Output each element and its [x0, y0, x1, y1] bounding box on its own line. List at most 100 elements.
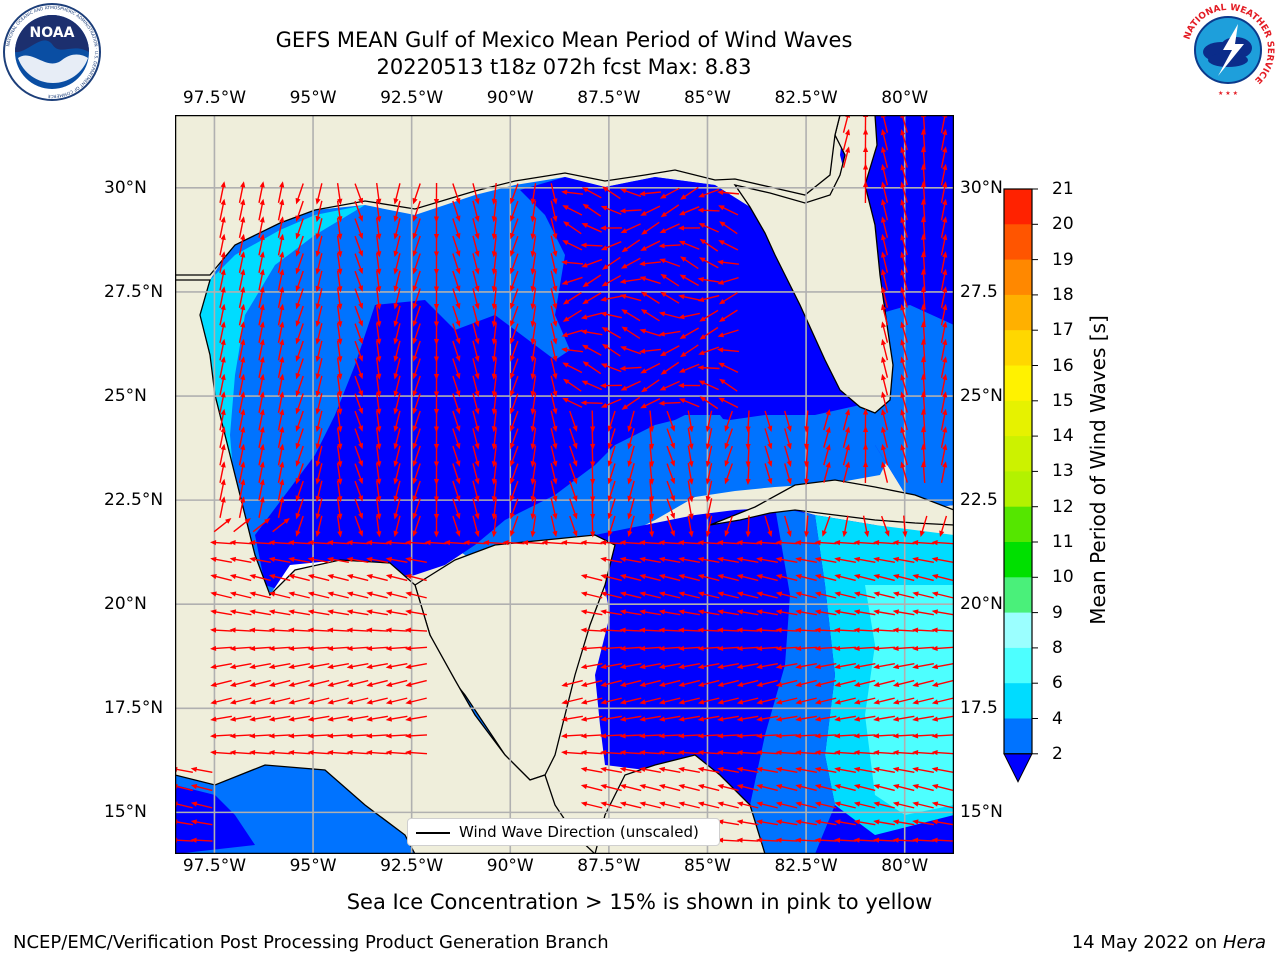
- wind-wave-arrow: [687, 498, 694, 520]
- wind-wave-arrow: [931, 801, 954, 809]
- wind-wave-arrow: [580, 715, 603, 722]
- wind-wave-arrow: [452, 183, 461, 205]
- wind-wave-arrow: [580, 627, 603, 633]
- wind-wave-arrow: [803, 515, 810, 538]
- wind-wave-arrow: [649, 480, 655, 503]
- wind-wave-arrow: [842, 128, 851, 151]
- wind-wave-arrow: [775, 749, 798, 756]
- wind-wave-arrow: [931, 784, 954, 792]
- wind-wave-arrow: [346, 663, 369, 670]
- wind-wave-arrow: [405, 679, 427, 687]
- wind-wave-arrow: [268, 627, 291, 633]
- wind-wave-arrow: [336, 200, 343, 223]
- wind-wave-arrow: [892, 645, 915, 652]
- wind-wave-arrow: [892, 784, 915, 792]
- wind-wave-arrow: [412, 358, 421, 380]
- wind-wave-arrow: [315, 515, 323, 538]
- wind-wave-arrow: [472, 515, 480, 538]
- wind-wave-arrow: [724, 463, 733, 485]
- wind-wave-arrow: [219, 408, 226, 431]
- wind-wave-arrow: [277, 268, 285, 291]
- wind-wave-arrow: [393, 183, 401, 205]
- wind-wave-arrow: [873, 697, 895, 705]
- wind-wave-arrow: [258, 181, 265, 203]
- wind-wave-arrow: [619, 293, 642, 302]
- wind-wave-arrow: [697, 749, 720, 756]
- wind-wave-arrow: [775, 574, 798, 582]
- wind-wave-arrow: [315, 445, 323, 468]
- wind-wave-arrow: [354, 270, 363, 292]
- wind-wave-arrow: [491, 182, 497, 205]
- wind-wave-arrow: [873, 715, 895, 722]
- wind-wave-arrow: [920, 286, 927, 309]
- wind-wave-arrow: [658, 540, 681, 546]
- wind-wave-arrow: [678, 206, 700, 216]
- wind-wave-arrow: [385, 574, 408, 582]
- wind-wave-arrow: [354, 375, 363, 397]
- wind-wave-arrow: [307, 540, 330, 546]
- sea-ice-caption: Sea Ice Concentration > 15% is shown in …: [346, 890, 933, 914]
- noaa-logo-icon: NOAA NATIONAL OCEANIC AND ATMOSPHERIC AD…: [3, 3, 101, 101]
- wind-wave-arrow: [920, 233, 927, 256]
- wind-wave-arrow: [873, 801, 895, 809]
- wind-wave-arrow: [336, 393, 343, 415]
- wind-wave-arrow: [550, 515, 558, 538]
- wind-wave-arrow: [853, 784, 876, 792]
- wind-wave-arrow: [229, 556, 252, 563]
- wind-wave-arrow: [510, 445, 519, 467]
- wind-wave-arrow: [550, 200, 558, 223]
- wind-wave-arrow: [881, 216, 889, 238]
- wind-wave-arrow: [756, 697, 778, 705]
- wind-wave-arrow: [327, 663, 349, 670]
- wind-wave-arrow: [842, 515, 849, 538]
- lat-tick-label-left: 30°N: [104, 177, 147, 198]
- wind-wave-arrow: [718, 240, 739, 251]
- wind-wave-arrow: [931, 733, 954, 739]
- wind-wave-arrow: [354, 305, 363, 327]
- wind-wave-arrow: [619, 697, 642, 705]
- wind-wave-arrow: [346, 627, 369, 633]
- wind-wave-arrow: [834, 819, 856, 826]
- wind-wave-arrow: [491, 445, 497, 468]
- wind-wave-arrow: [619, 663, 642, 670]
- wind-wave-arrow: [834, 574, 856, 582]
- wind-wave-arrow: [590, 515, 596, 538]
- wind-wave-arrow: [563, 221, 582, 235]
- wind-wave-arrow: [834, 697, 856, 705]
- wind-wave-arrow: [491, 427, 497, 450]
- wind-wave-arrow: [550, 358, 558, 380]
- wind-wave-arrow: [412, 340, 421, 362]
- wind-wave-arrow: [736, 591, 759, 599]
- wind-wave-arrow: [530, 428, 537, 450]
- wind-wave-arrow: [550, 428, 558, 450]
- wind-wave-arrow: [491, 200, 497, 223]
- wind-wave-arrow: [853, 609, 876, 616]
- wind-wave-arrow: [697, 365, 720, 371]
- wind-wave-arrow: [412, 200, 421, 222]
- wind-wave-arrow: [600, 382, 623, 389]
- wind-wave-arrow: [658, 715, 681, 722]
- wind-wave-arrow: [238, 251, 246, 273]
- wind-wave-arrow: [834, 801, 856, 809]
- wind-wave-arrow: [452, 253, 461, 275]
- wind-wave-arrow: [530, 480, 537, 503]
- wind-wave-arrow: [190, 801, 213, 809]
- wind-wave-arrow: [666, 463, 675, 485]
- wind-wave-arrow: [433, 515, 440, 538]
- wind-wave-arrow: [784, 410, 792, 433]
- wind-wave-arrow: [249, 663, 271, 670]
- wind-wave-arrow: [190, 784, 213, 792]
- lat-tick-label-left: 15°N: [104, 802, 147, 823]
- wind-wave-arrow: [931, 591, 954, 599]
- wind-wave-arrow: [219, 391, 226, 413]
- wind-wave-arrow: [814, 766, 837, 773]
- wind-wave-arrow: [717, 347, 740, 353]
- colorbar-tick-label: 19: [1052, 249, 1074, 270]
- wind-wave-arrow: [607, 428, 616, 450]
- wind-wave-arrow: [678, 715, 700, 722]
- wind-wave-arrow: [268, 663, 291, 670]
- wind-wave-arrow: [736, 609, 759, 616]
- wind-wave-arrow: [912, 627, 935, 633]
- wind-wave-arrow: [452, 375, 461, 397]
- wind-wave-arrow: [639, 679, 661, 687]
